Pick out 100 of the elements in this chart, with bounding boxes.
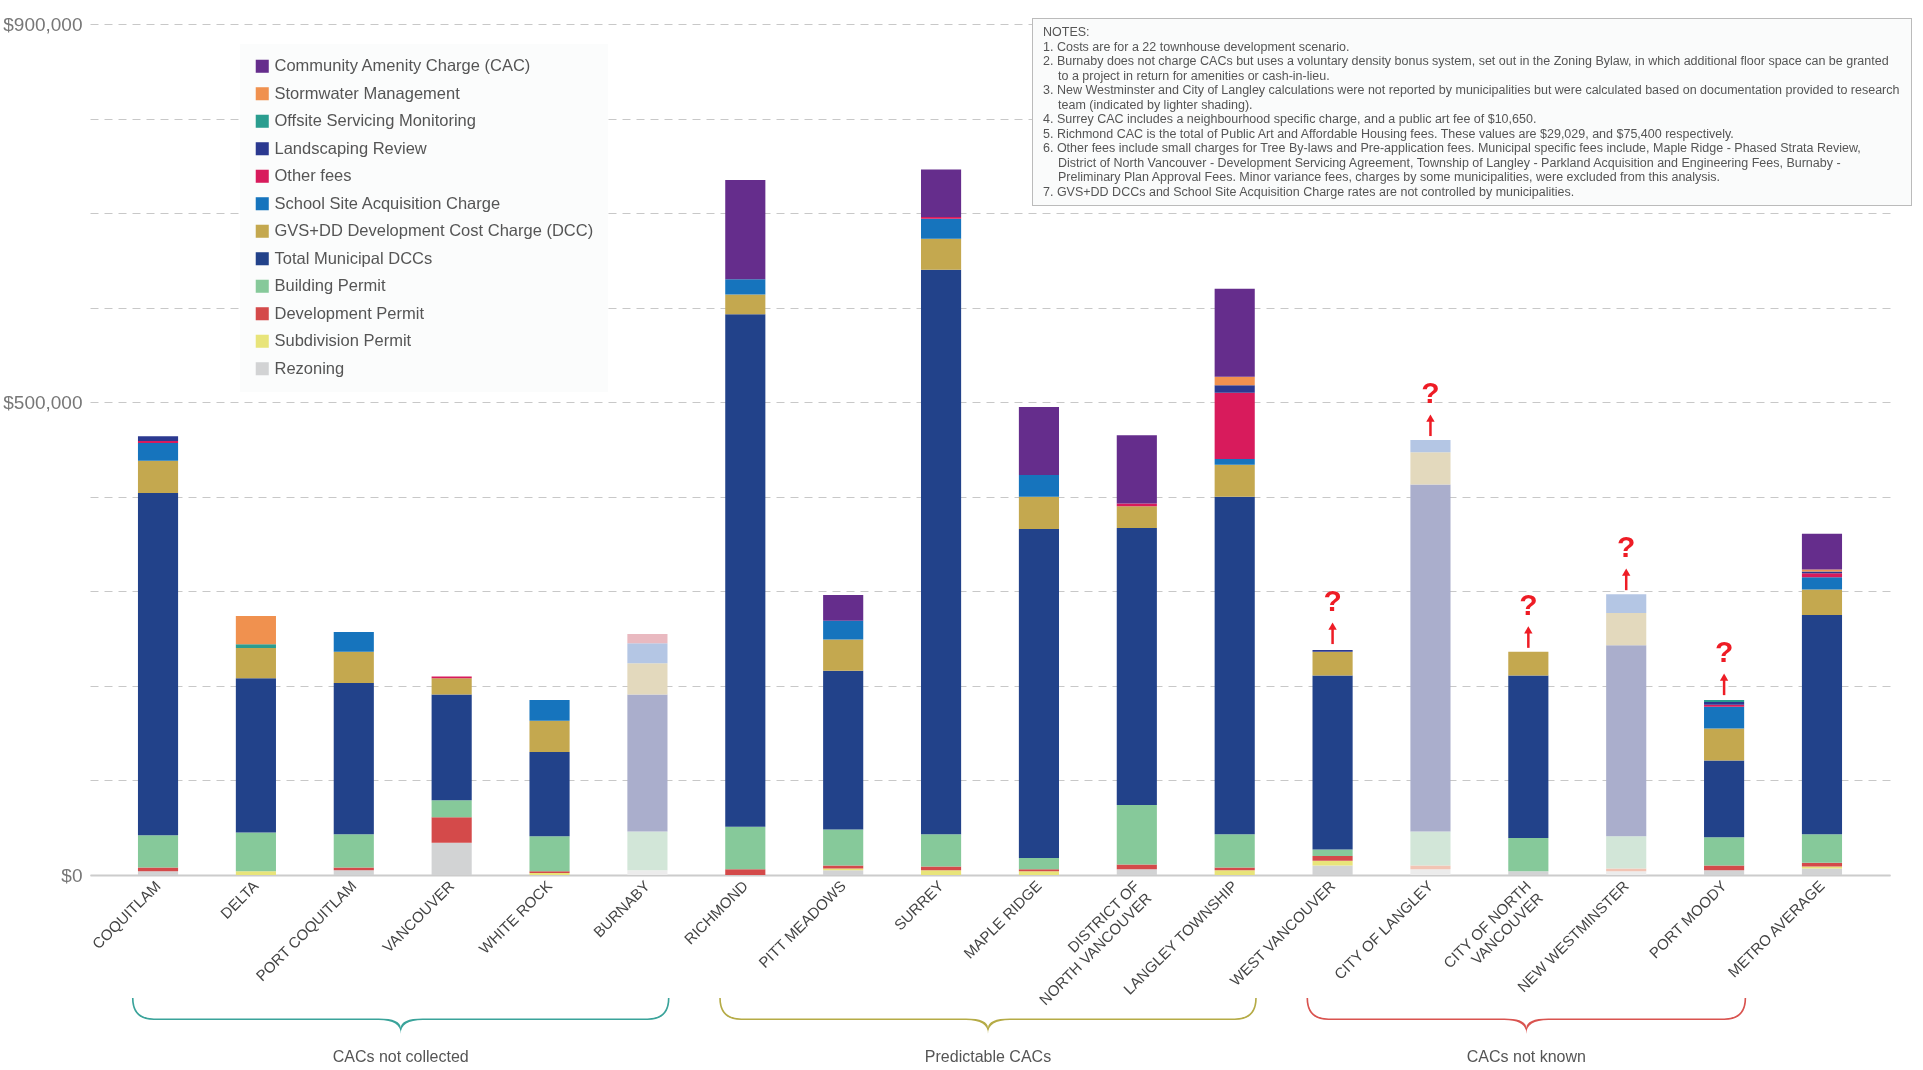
bar (627, 643, 668, 664)
legend-label: Subdivision Permit (274, 331, 412, 350)
bar (627, 870, 668, 875)
bar (725, 294, 766, 315)
bar (1312, 675, 1353, 850)
bar (137, 493, 179, 836)
legend-label: Community Amenity Charge (CAC) (274, 56, 531, 75)
bar (137, 442, 179, 461)
bar (1312, 860, 1353, 866)
bar (921, 169, 962, 217)
legend-label: GVS+DD Development Cost Charge (DCC) (274, 221, 594, 240)
bar (1116, 503, 1157, 507)
bar (1801, 573, 1843, 578)
bar (725, 826, 766, 870)
bar (1018, 528, 1059, 858)
annotation: 1. Costs are for a 22 townhouse development scenario. (1043, 39, 1351, 54)
bar (1214, 385, 1255, 393)
bar (921, 834, 962, 867)
bar (137, 436, 179, 441)
bar (1508, 675, 1549, 839)
bar (1606, 836, 1647, 869)
bar (1704, 706, 1745, 729)
bar (1116, 527, 1157, 806)
bar (921, 269, 962, 835)
annotation: ? (1617, 530, 1636, 564)
bar (921, 218, 962, 239)
bar (921, 866, 962, 871)
bar (823, 670, 864, 830)
annotation: NOTES: (1043, 25, 1091, 40)
bar (921, 870, 962, 875)
bar (725, 869, 766, 875)
bar (1214, 392, 1255, 459)
bar (431, 800, 472, 818)
annotation: ? (1421, 376, 1440, 410)
bar (1214, 867, 1255, 871)
bar (137, 835, 179, 868)
bar (1116, 805, 1157, 865)
bar (1801, 614, 1843, 835)
bar (1704, 728, 1745, 761)
annotation: 2. Burnaby does not charge CACs but uses a voluntary density bonus system, set out in the Zoning Bylaw, in which additional floor space can be granted to a project in return for amenities or cash-in-lieu. (1043, 54, 1890, 83)
bar (1214, 288, 1255, 377)
bar (823, 639, 864, 671)
bar (1214, 376, 1255, 386)
annotation: 4. Surrey CAC includes a neighbourhood specific charge, and a public art fee of $10,650. (1043, 112, 1538, 127)
bar (823, 595, 864, 621)
bar (1312, 849, 1353, 857)
bar (333, 631, 374, 652)
bar (1606, 613, 1647, 646)
legend-label: Rezoning (274, 358, 345, 377)
annotation: 5. Richmond CAC is the total of Public Art and Affordable Housing fees. These values are $29,029, and $75,400 respectively. (1043, 126, 1735, 141)
bar (235, 644, 276, 649)
bar (431, 694, 472, 801)
legend-label: Stormwater Management (274, 83, 461, 102)
bar (235, 648, 276, 679)
bar (1312, 651, 1353, 676)
bar (333, 834, 374, 868)
bar (1606, 594, 1647, 614)
bar (823, 829, 864, 866)
bar (1018, 496, 1059, 529)
bar (627, 694, 668, 832)
bar (529, 700, 570, 721)
bar (137, 867, 179, 872)
bar (1214, 464, 1255, 497)
bar (1116, 435, 1157, 504)
bar (627, 633, 668, 644)
annotation: 6. Other fees include small charges for Tree By-laws and Pre-application fees. Municipal specific fees include, Maple Ridge - Phased Strata Review, District of North Vancouver - Development Servicing Agreement, Township of Langley - Parkland Acquisition and Engineering Fees, Burnaby - Preliminary Plan Approval Fees. Minor variance fees, charges by some municipalities, were excluded from this analysis. (1043, 141, 1862, 185)
y-tick-label: $500,000 (3, 391, 83, 413)
bar (725, 180, 766, 280)
legend-label: Offsite Servicing Monitoring (274, 111, 476, 130)
annotation: ? (1714, 635, 1734, 669)
bar (1801, 533, 1843, 570)
bar (529, 720, 570, 753)
bar (1801, 589, 1843, 615)
bar (1018, 475, 1059, 497)
bar (529, 752, 570, 837)
legend-label: Landscaping Review (274, 138, 427, 157)
y-tick-label: $900,000 (3, 13, 83, 35)
legend-label: Building Permit (274, 276, 386, 295)
bar (1312, 856, 1353, 861)
bar (235, 832, 276, 872)
bar (725, 279, 766, 295)
bar (823, 620, 864, 640)
legend-label: School Site Acquisition Charge (274, 193, 501, 212)
legend-label: Development Permit (274, 303, 425, 322)
bar (1214, 496, 1255, 835)
bar (333, 651, 374, 684)
bar (1508, 838, 1549, 872)
annotation: ? (1323, 584, 1342, 618)
bar (1704, 760, 1745, 838)
bar (725, 314, 766, 827)
bar (1801, 577, 1843, 590)
bar (1018, 857, 1059, 870)
bar (137, 460, 179, 493)
bar (431, 817, 472, 843)
annotation: 7. GVS+DD DCCs and School Site Acquisition Charge rates are not controlled by municipalities. (1043, 184, 1576, 199)
y-tick-label: $0 (61, 864, 83, 886)
bar (333, 683, 374, 835)
bar (1410, 869, 1451, 875)
bar (1214, 870, 1255, 875)
bar (1410, 484, 1451, 832)
